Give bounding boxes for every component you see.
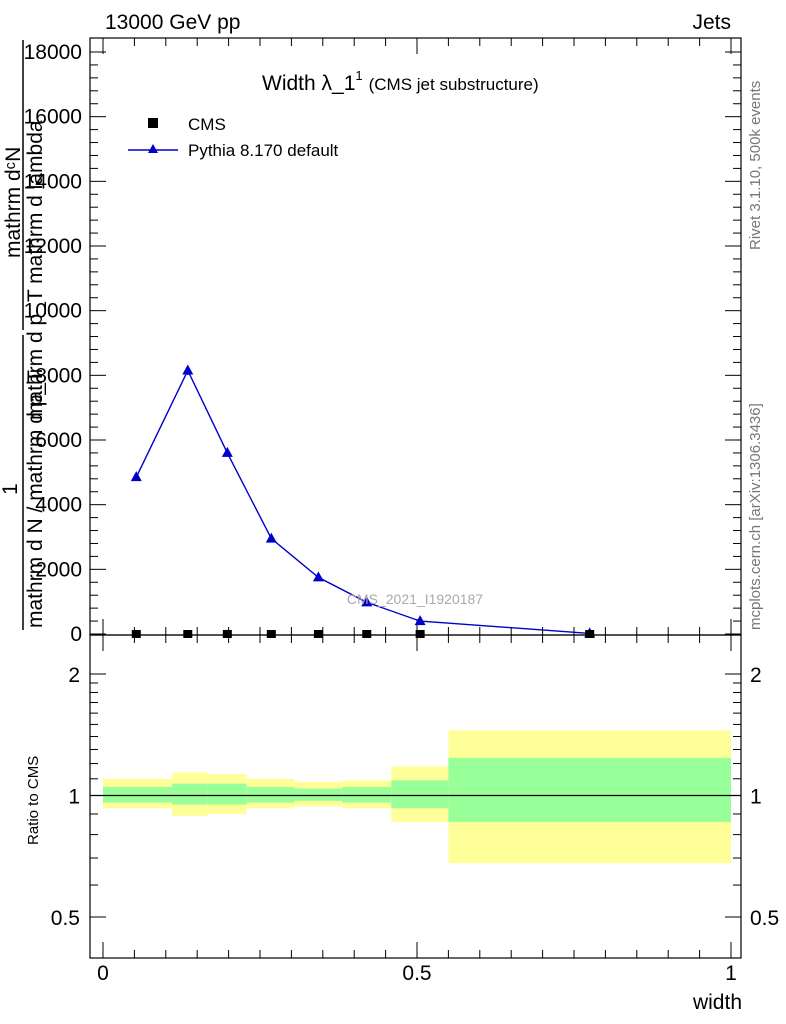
ratio-y-tick-label-right: 1 <box>750 786 762 809</box>
cms-point <box>183 630 193 638</box>
plot-subtitle: (CMS jet substructure) <box>369 75 539 94</box>
pythia-point <box>182 364 194 375</box>
ratio-plot-panel: 0.5 0.51 12 2 0 0.5 1 Ratio to CMS width <box>25 634 779 1014</box>
ratio-plot-frame <box>89 634 742 959</box>
ratio-inner-band <box>342 786 392 803</box>
ratio-inner-band <box>103 786 173 803</box>
cms-point <box>222 630 232 638</box>
ratio-x-tick-label: 0.5 <box>402 962 431 985</box>
cms-point <box>313 630 323 638</box>
pythia-point <box>265 532 277 543</box>
legend-cms-label: CMS <box>188 115 226 134</box>
ratio-bands-layer <box>103 730 731 864</box>
rivet-version-label: Rivet 3.1.10, 500k events <box>747 81 764 250</box>
ratio-inner-band <box>294 788 343 801</box>
ratio-y-tick-label-right: 0.5 <box>750 907 779 930</box>
main-x-axis <box>102 38 732 635</box>
y-tick-label: 2000 <box>35 558 82 581</box>
plot-title: Width λ_11 (CMS jet substructure) <box>262 68 539 95</box>
ratio-y-axis: 0.5 0.5 1 1 2 2 <box>51 664 779 930</box>
legend-pythia-label: Pythia 8.170 default <box>188 141 339 160</box>
ratio-inner-band <box>172 783 208 805</box>
collision-energy-label: 13000 GeV pp <box>105 11 240 34</box>
y-label-frac-denominator: mathrm d N / mathrm d p_T <box>24 370 47 628</box>
pythia-point <box>361 596 373 607</box>
y-tick-label: 18000 <box>24 41 82 64</box>
ratio-x-axis: 0 0.5 1 <box>97 635 737 985</box>
analysis-watermark: CMS_2021_I1920187 <box>347 591 483 607</box>
ratio-inner-band <box>448 757 731 822</box>
y-label-frac-numerator: 1 <box>0 483 22 495</box>
y-label-extra: mathrm d p_T mathrm d lambda <box>24 120 47 420</box>
main-plot-panel: 0 2000 4000 6000 8000 10000 12000 14000 16000 180… <box>0 37 742 646</box>
cms-point <box>585 630 595 638</box>
ratio-y-tick-label: 1 <box>68 786 80 809</box>
y-tick-label: 10000 <box>24 300 82 323</box>
y-tick-label: 14000 <box>24 170 82 193</box>
x-axis-label: width <box>692 991 742 1014</box>
ratio-inner-band <box>246 786 295 803</box>
ratio-y-tick-label: 0.5 <box>51 907 80 930</box>
y-label-top: mathrm dᶜN <box>2 147 25 258</box>
y-tick-label: 12000 <box>24 235 82 258</box>
y-tick-label: 0 <box>70 623 82 646</box>
y-tick-label: 4000 <box>35 494 82 517</box>
plot-title-main: Width λ_1 <box>262 72 355 95</box>
ratio-x-tick-label: 0 <box>97 962 109 985</box>
pythia-point <box>312 571 324 582</box>
series-line-pythia <box>135 368 590 635</box>
mcplots-reference-label: mcplots.cern.ch [arXiv:1306.3436] <box>747 403 764 630</box>
ratio-inner-band <box>207 783 247 805</box>
y-tick-label: 6000 <box>35 429 82 452</box>
cms-point <box>131 630 141 638</box>
legend-pythia-marker <box>148 144 158 153</box>
ratio-y-tick-label: 2 <box>68 664 80 687</box>
pythia-point <box>130 471 142 482</box>
legend-cms-marker <box>148 118 158 128</box>
y-tick-label: 8000 <box>35 364 82 387</box>
y-tick-label: 16000 <box>24 106 82 129</box>
ratio-x-tick-label: 1 <box>725 962 737 985</box>
pythia-point <box>221 446 233 457</box>
pythia-point <box>414 615 426 626</box>
process-label: Jets <box>692 11 731 34</box>
ratio-inner-band <box>391 780 449 809</box>
plot-title-superscript: 1 <box>355 68 362 83</box>
main-y-axis: 0 2000 4000 6000 8000 10000 12000 14000 16000 180… <box>24 41 741 646</box>
ratio-y-tick-label-right: 2 <box>750 664 762 687</box>
cms-point <box>362 630 372 638</box>
ratio-y-label: Ratio to CMS <box>25 756 42 845</box>
cms-point <box>415 630 425 638</box>
cms-point <box>266 630 276 638</box>
